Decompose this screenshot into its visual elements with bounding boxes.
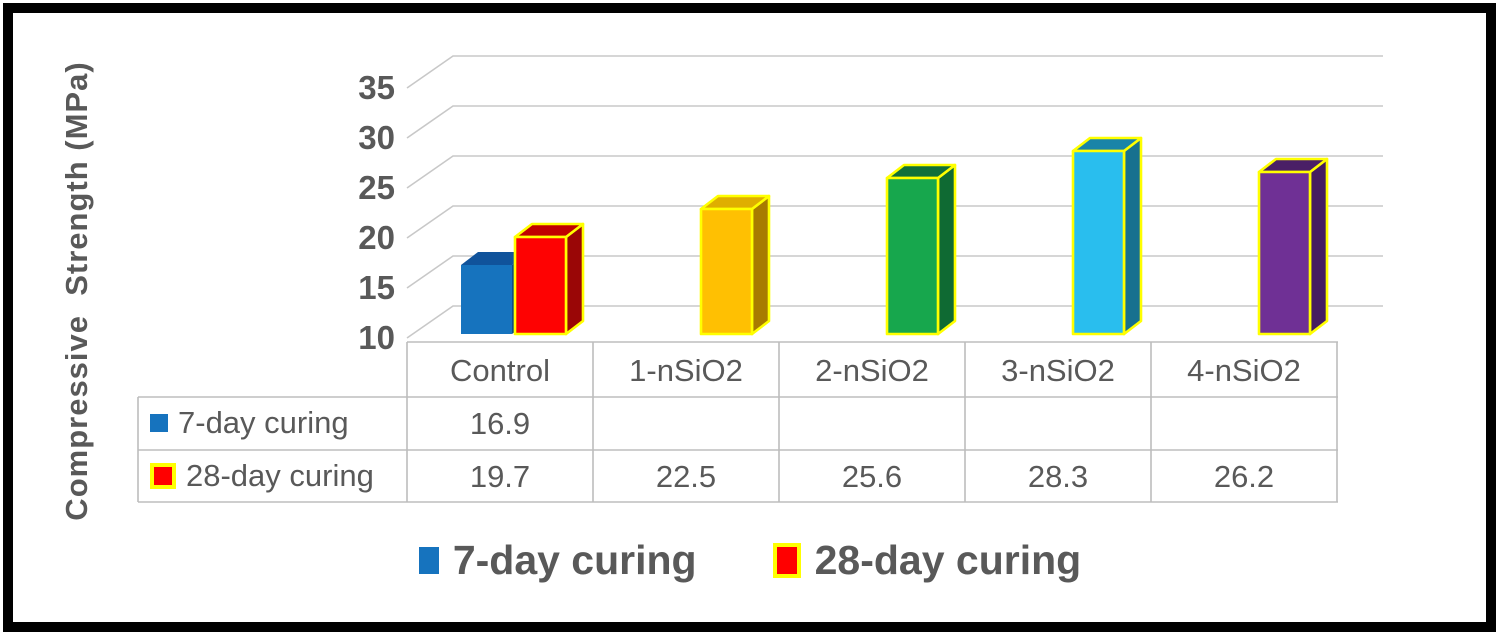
y-tick-label: 10 <box>358 319 395 356</box>
y-tick-label: 25 <box>358 169 395 206</box>
legend-label: 7-day curing <box>452 537 697 583</box>
legend-key-icon <box>772 543 801 578</box>
bar-28-day-curing-4-nsio2 <box>1257 170 1312 336</box>
table-row-label-text: 28-day curing <box>186 458 374 493</box>
y-tick-label: 20 <box>358 219 395 256</box>
table-cell: 22.5 <box>655 459 717 494</box>
table-cell: 28.3 <box>1027 459 1089 494</box>
legend-key-icon <box>418 547 439 574</box>
series-key-icon <box>150 463 176 489</box>
bar-28-day-curing-control <box>513 235 568 336</box>
table-cell: 25.6 <box>841 459 903 494</box>
y-axis-title: Compressive Strength (MPa) <box>59 61 94 521</box>
legend-label: 28-day curing <box>814 537 1082 583</box>
y-tick-label: 15 <box>358 269 395 306</box>
bar-7-day-curing-control <box>461 265 512 334</box>
legend: 7-day curing 28-day curing <box>0 537 1500 584</box>
bar-7-day-curing-control-top <box>461 252 529 265</box>
bar-28-day-curing-1-nsio2 <box>699 207 754 336</box>
bar-28-day-curing-3-nsio2-side <box>1122 136 1143 336</box>
x-category-label: Control <box>450 353 550 388</box>
x-category-label: 4-nSiO2 <box>1187 353 1301 388</box>
gridline <box>406 105 1383 139</box>
bar-28-day-curing-3-nsio2 <box>1071 149 1126 336</box>
series-key-icon <box>150 414 168 432</box>
table-cell: 16.9 <box>469 406 531 441</box>
table-cell: 26.2 <box>1213 459 1275 494</box>
gridline <box>406 55 1383 89</box>
table-row-label-text: 7-day curing <box>178 405 349 440</box>
bar-28-day-curing-2-nsio2 <box>885 176 940 336</box>
x-category-label: 1-nSiO2 <box>629 353 743 388</box>
bar-28-day-curing-control-side <box>564 222 585 336</box>
x-category-label: 3-nSiO2 <box>1001 353 1115 388</box>
y-tick-label: 30 <box>358 119 395 156</box>
legend-item: 7-day curing <box>418 537 697 584</box>
x-category-label: 2-nSiO2 <box>815 353 929 388</box>
bar-28-day-curing-1-nsio2-side <box>750 194 771 336</box>
bar-28-day-curing-2-nsio2-side <box>936 163 957 336</box>
legend-item: 28-day curing <box>772 537 1082 584</box>
table-row-label: 7-day curing <box>138 397 407 449</box>
table-row-label: 28-day curing <box>138 450 407 502</box>
y-tick-label: 35 <box>358 69 395 106</box>
bar-28-day-curing-4-nsio2-side <box>1308 157 1329 336</box>
table-cell: 19.7 <box>469 459 531 494</box>
